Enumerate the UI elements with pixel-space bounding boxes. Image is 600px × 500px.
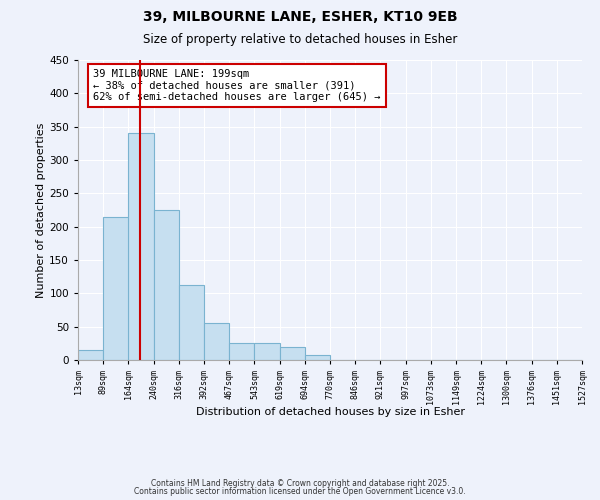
Bar [78,350,103,360]
Text: 39, MILBOURNE LANE, ESHER, KT10 9EB: 39, MILBOURNE LANE, ESHER, KT10 9EB [143,10,457,24]
X-axis label: Distribution of detached houses by size in Esher: Distribution of detached houses by size … [196,407,464,417]
Bar [179,284,204,360]
Bar [154,210,179,360]
Text: Size of property relative to detached houses in Esher: Size of property relative to detached ho… [143,32,457,46]
Bar [103,216,128,360]
Bar [229,344,254,360]
Text: Contains public sector information licensed under the Open Government Licence v3: Contains public sector information licen… [134,487,466,496]
Text: 39 MILBOURNE LANE: 199sqm
← 38% of detached houses are smaller (391)
62% of semi: 39 MILBOURNE LANE: 199sqm ← 38% of detac… [93,69,380,102]
Bar [204,324,229,360]
Text: Contains HM Land Registry data © Crown copyright and database right 2025.: Contains HM Land Registry data © Crown c… [151,478,449,488]
Bar [254,344,280,360]
Bar [128,134,154,360]
Bar [305,356,330,360]
Y-axis label: Number of detached properties: Number of detached properties [37,122,46,298]
Bar [280,346,305,360]
